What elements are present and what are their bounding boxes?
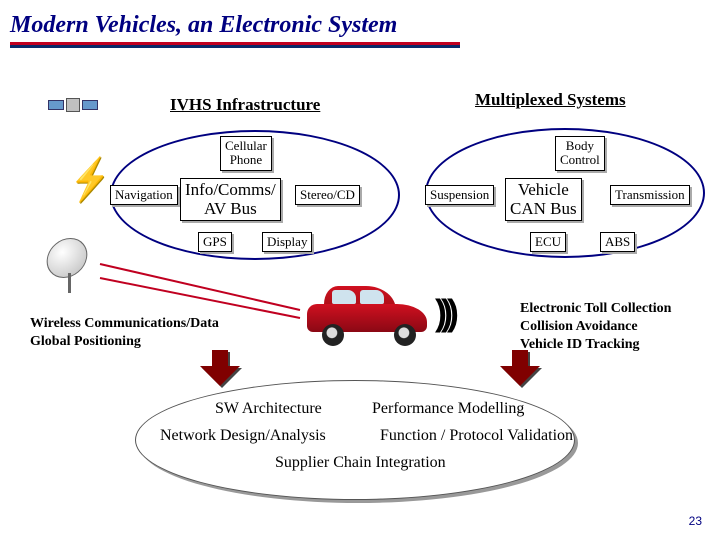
box-transmission: Transmission: [610, 185, 690, 205]
title-underline: [10, 42, 460, 45]
txt-func: Function / Protocol Validation: [380, 427, 573, 445]
box-suspension: Suspension: [425, 185, 494, 205]
box-display: Display: [262, 232, 312, 252]
header-multiplexed: Multiplexed Systems: [475, 90, 626, 110]
wireless-label: Wireless Communications/Data Global Posi…: [30, 315, 219, 351]
box-gps: GPS: [198, 232, 232, 252]
satellite-icon: [48, 85, 98, 125]
dish-icon: [42, 238, 97, 293]
arrow-left-down: [200, 350, 240, 380]
feature-list: Electronic Toll Collection Collision Avo…: [520, 300, 671, 355]
slide-title: Modern Vehicles, an Electronic System: [10, 12, 397, 39]
header-ivhs: IVHS Infrastructure: [170, 95, 320, 115]
rf-waves-icon: ))): [435, 292, 453, 334]
lightning-icon: ⚡: [70, 154, 110, 203]
box-body-control: Body Control: [555, 136, 605, 171]
box-navigation: Navigation: [110, 185, 178, 205]
arrow-right-down: [500, 350, 540, 380]
box-abs: ABS: [600, 232, 635, 252]
label: Info/Comms/ AV Bus: [185, 180, 276, 218]
box-can-bus: Vehicle CAN Bus: [505, 178, 582, 221]
box-ecu: ECU: [530, 232, 566, 252]
car-icon: [302, 280, 432, 345]
label: Body Control: [560, 138, 600, 167]
box-av-bus: Info/Comms/ AV Bus: [180, 178, 281, 221]
label: Vehicle CAN Bus: [510, 180, 577, 218]
txt-sw-arch: SW Architecture: [215, 400, 322, 418]
txt-supplier: Supplier Chain Integration: [275, 454, 446, 472]
label: Cellular Phone: [225, 138, 267, 167]
page-number: 23: [689, 514, 702, 528]
txt-perf: Performance Modelling: [372, 400, 524, 418]
box-stereo: Stereo/CD: [295, 185, 360, 205]
txt-network: Network Design/Analysis: [160, 427, 326, 445]
box-cellular: Cellular Phone: [220, 136, 272, 171]
